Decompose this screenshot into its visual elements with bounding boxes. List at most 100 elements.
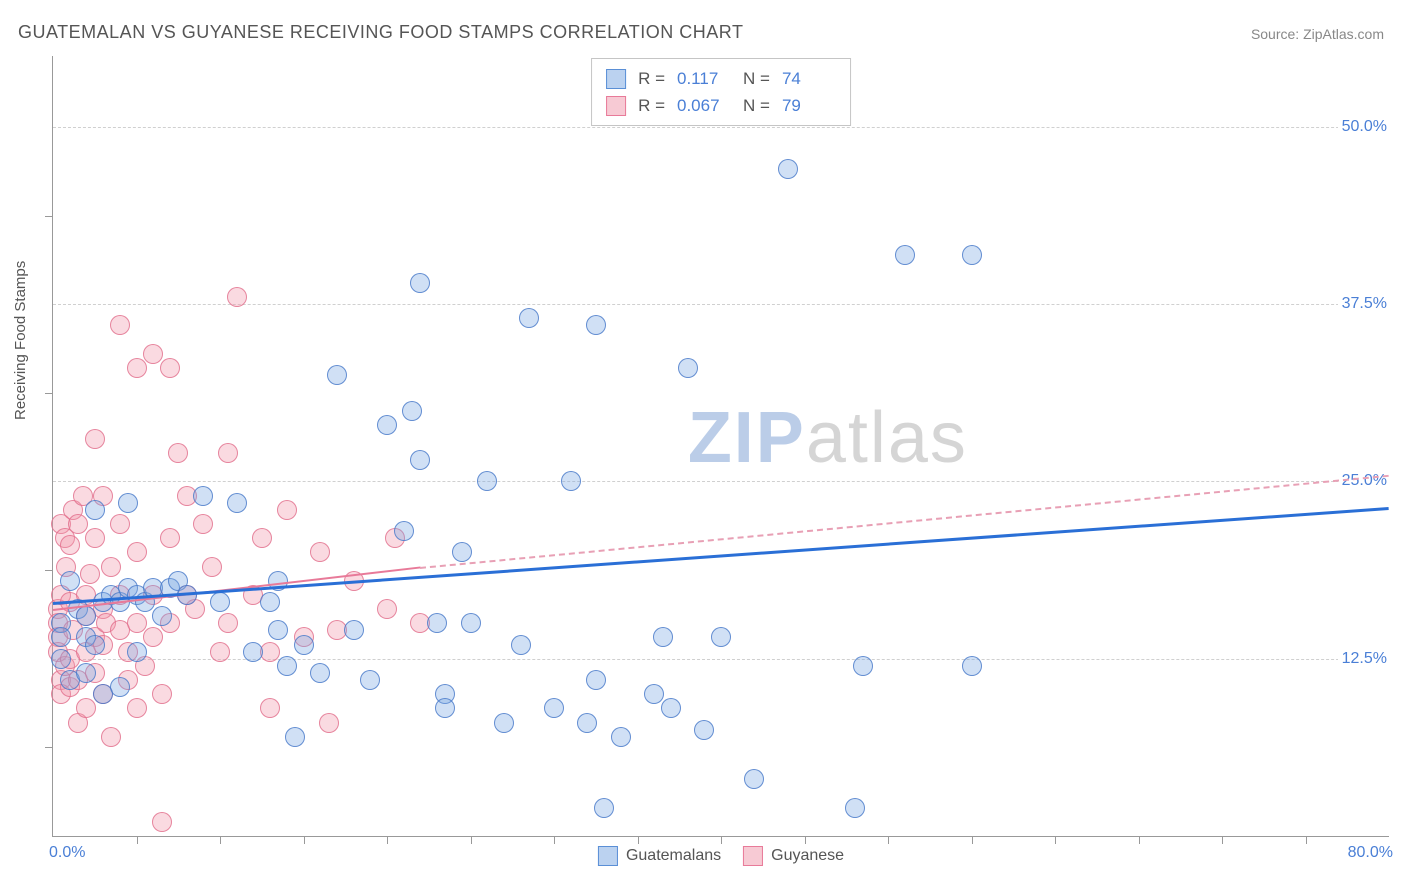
data-point-pink — [152, 684, 172, 704]
data-point-blue — [210, 592, 230, 612]
swatch-pink-icon — [743, 846, 763, 866]
n-label: N = — [743, 65, 770, 92]
correlation-stats-box: R = 0.117 N = 74 R = 0.067 N = 79 — [591, 58, 851, 126]
data-point-blue — [519, 308, 539, 328]
data-point-pink — [143, 344, 163, 364]
data-point-blue — [85, 500, 105, 520]
data-point-blue — [344, 620, 364, 640]
swatch-pink-icon — [606, 96, 626, 116]
x-tick — [220, 836, 221, 844]
stats-row-guyanese: R = 0.067 N = 79 — [606, 92, 836, 119]
x-axis-min-label: 0.0% — [49, 844, 85, 862]
n-value-guatemalans: 74 — [782, 65, 836, 92]
swatch-blue-icon — [598, 846, 618, 866]
data-point-pink — [218, 613, 238, 633]
data-point-pink — [76, 698, 96, 718]
x-tick — [137, 836, 138, 844]
stats-row-guatemalans: R = 0.117 N = 74 — [606, 65, 836, 92]
trend-line-blue — [53, 507, 1389, 605]
data-point-blue — [243, 642, 263, 662]
data-point-pink — [101, 557, 121, 577]
source-label: Source: ZipAtlas.com — [1251, 26, 1384, 42]
watermark: ZIPatlas — [688, 397, 968, 479]
data-point-blue — [76, 663, 96, 683]
data-point-blue — [853, 656, 873, 676]
x-tick — [387, 836, 388, 844]
chart-plot-area: ZIPatlas R = 0.117 N = 74 R = 0.067 N = … — [52, 56, 1389, 837]
data-point-pink — [202, 557, 222, 577]
data-point-blue — [394, 521, 414, 541]
data-point-pink — [168, 443, 188, 463]
data-point-pink — [85, 528, 105, 548]
legend-item-guatemalans: Guatemalans — [598, 846, 721, 866]
data-point-blue — [152, 606, 172, 626]
data-point-pink — [127, 698, 147, 718]
r-value-guyanese: 0.067 — [677, 92, 731, 119]
swatch-blue-icon — [606, 69, 626, 89]
x-tick — [805, 836, 806, 844]
y-tick — [45, 393, 53, 394]
data-point-blue — [511, 635, 531, 655]
data-point-blue — [51, 649, 71, 669]
watermark-part2: atlas — [806, 398, 968, 478]
data-point-blue — [494, 713, 514, 733]
x-tick — [1222, 836, 1223, 844]
data-point-pink — [68, 514, 88, 534]
y-tick — [45, 570, 53, 571]
data-point-pink — [277, 500, 297, 520]
data-point-blue — [561, 471, 581, 491]
data-point-pink — [319, 713, 339, 733]
data-point-blue — [193, 486, 213, 506]
data-point-blue — [402, 401, 422, 421]
data-point-pink — [210, 642, 230, 662]
data-point-pink — [80, 564, 100, 584]
data-point-blue — [962, 656, 982, 676]
x-tick — [304, 836, 305, 844]
data-point-blue — [845, 798, 865, 818]
data-point-blue — [586, 670, 606, 690]
data-point-blue — [327, 365, 347, 385]
data-point-blue — [611, 727, 631, 747]
data-point-pink — [310, 542, 330, 562]
data-point-blue — [410, 273, 430, 293]
chart-title: GUATEMALAN VS GUYANESE RECEIVING FOOD ST… — [18, 22, 743, 43]
data-point-blue — [544, 698, 564, 718]
data-point-pink — [160, 358, 180, 378]
data-point-blue — [452, 542, 472, 562]
data-point-pink — [127, 613, 147, 633]
data-point-blue — [360, 670, 380, 690]
y-tick — [45, 216, 53, 217]
data-point-blue — [661, 698, 681, 718]
data-point-blue — [678, 358, 698, 378]
data-point-pink — [143, 627, 163, 647]
data-point-blue — [118, 493, 138, 513]
n-value-guyanese: 79 — [782, 92, 836, 119]
data-point-blue — [435, 698, 455, 718]
legend-label-guyanese: Guyanese — [771, 847, 844, 865]
data-point-blue — [310, 663, 330, 683]
data-point-pink — [227, 287, 247, 307]
data-point-pink — [85, 429, 105, 449]
data-point-pink — [101, 727, 121, 747]
data-point-pink — [110, 514, 130, 534]
data-point-pink — [160, 528, 180, 548]
gridline-h — [53, 304, 1389, 305]
x-tick — [638, 836, 639, 844]
data-point-blue — [427, 613, 447, 633]
data-point-blue — [410, 450, 430, 470]
x-tick — [1139, 836, 1140, 844]
data-point-blue — [711, 627, 731, 647]
x-tick — [721, 836, 722, 844]
legend-bottom: Guatemalans Guyanese — [598, 846, 844, 866]
x-axis-max-label: 80.0% — [1348, 844, 1393, 862]
data-point-pink — [377, 599, 397, 619]
data-point-pink — [110, 315, 130, 335]
y-tick-label: 50.0% — [1338, 118, 1391, 136]
data-point-blue — [461, 613, 481, 633]
x-tick — [972, 836, 973, 844]
y-axis-label: Receiving Food Stamps — [12, 261, 29, 420]
data-point-blue — [644, 684, 664, 704]
data-point-pink — [60, 535, 80, 555]
data-point-blue — [577, 713, 597, 733]
r-label: R = — [638, 65, 665, 92]
